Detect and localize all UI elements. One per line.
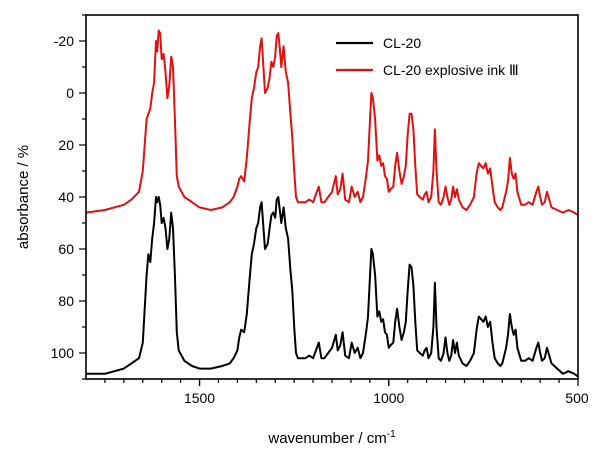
series-line-0 bbox=[86, 196, 579, 378]
plot-series bbox=[85, 29, 579, 378]
y-tick-label: 100 bbox=[51, 345, 75, 361]
y-axis-title: absorbance / % bbox=[15, 145, 32, 249]
x-tick-label: 500 bbox=[565, 390, 589, 406]
x-axis-title-main: wavenumber / cm bbox=[267, 430, 386, 447]
legend: CL-20 CL-20 explosive ink Ⅲ bbox=[336, 35, 519, 78]
y-axis-ticks: -20 0 20 40 60 80 100 bbox=[51, 14, 86, 380]
y-tick-label: 20 bbox=[58, 137, 74, 153]
series-line-1 bbox=[85, 29, 579, 217]
x-axis-ticks: 1500 1000 500 bbox=[104, 379, 589, 406]
x-axis-title-superscript: -1 bbox=[387, 429, 396, 440]
x-axis-title: wavenumber / cm-1 bbox=[267, 429, 396, 447]
x-tick-label: 1000 bbox=[373, 390, 404, 406]
legend-label-ink: CL-20 explosive ink Ⅲ bbox=[383, 62, 519, 78]
y-tick-label: 60 bbox=[58, 241, 74, 257]
y-tick-label: -20 bbox=[54, 33, 74, 49]
y-tick-label: 40 bbox=[58, 189, 74, 205]
x-tick-label: 1500 bbox=[184, 390, 215, 406]
y-tick-label: 80 bbox=[58, 293, 74, 309]
legend-label-cl20: CL-20 bbox=[383, 35, 421, 51]
y-tick-label: 0 bbox=[66, 85, 74, 101]
